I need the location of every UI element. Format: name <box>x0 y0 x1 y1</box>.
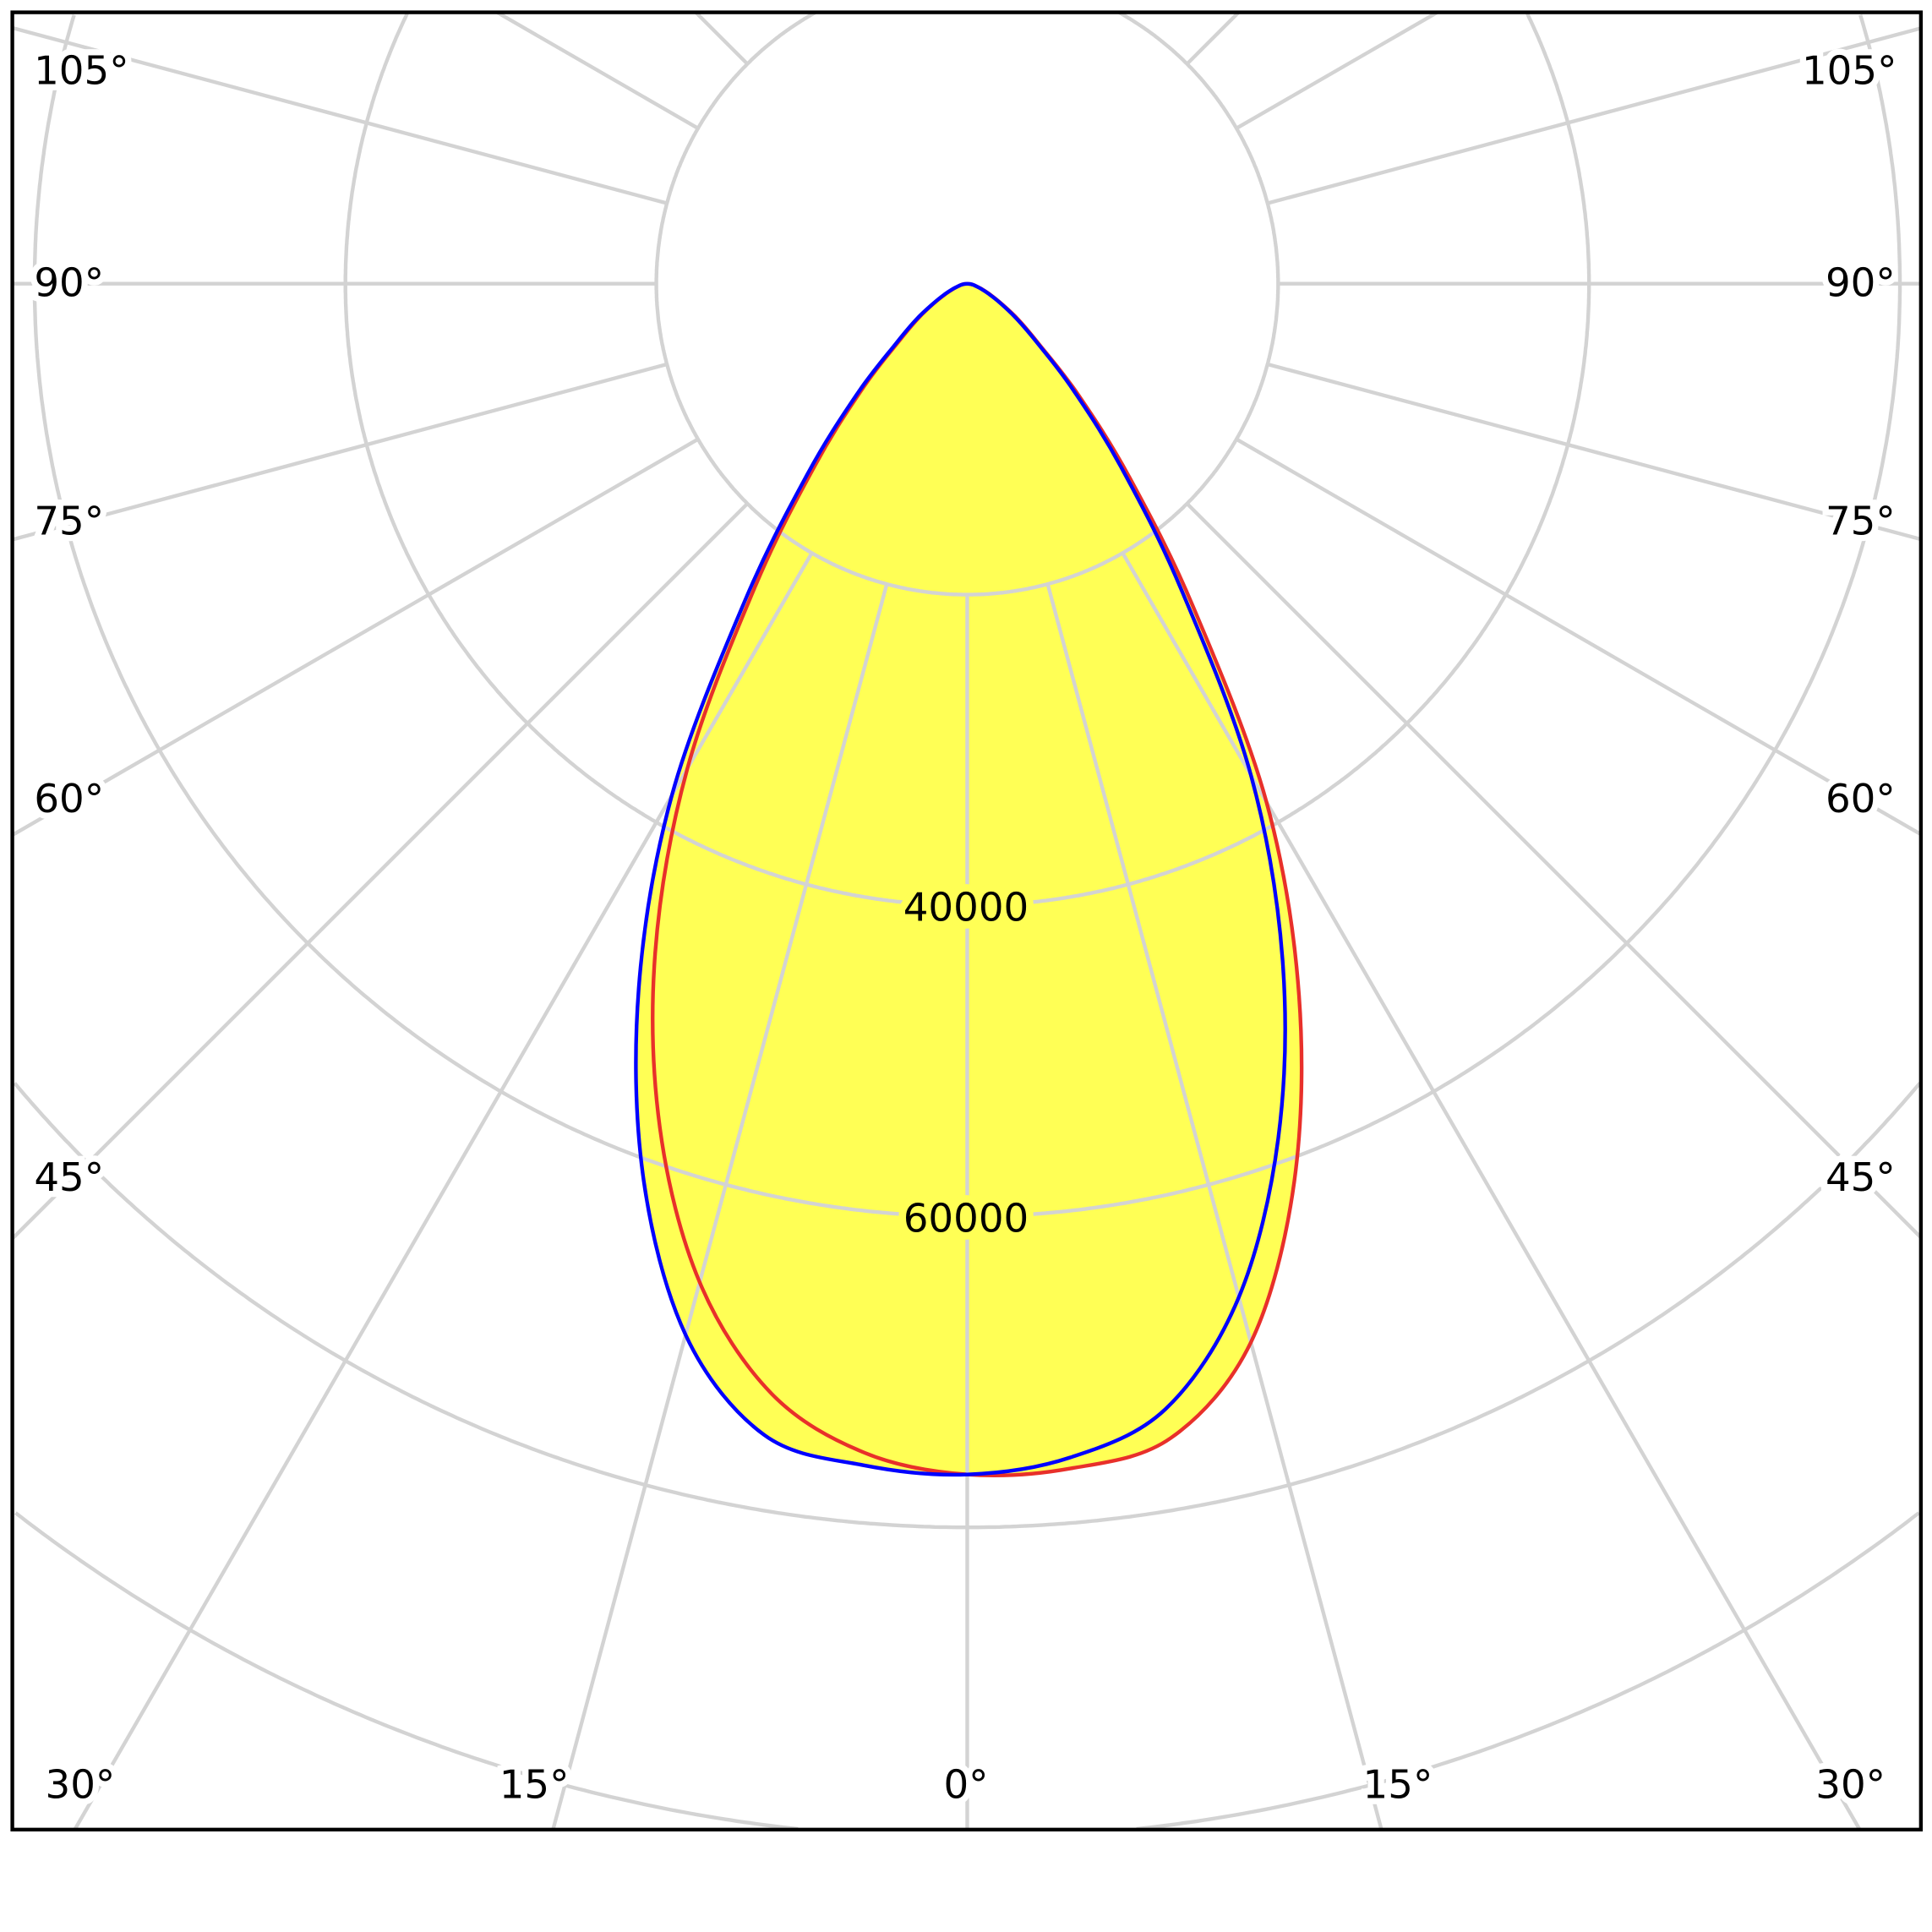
grid-spoke <box>12 25 668 205</box>
angle-label-bottom-15-right: 15° <box>1363 1762 1433 1808</box>
angle-label-right-45: 45° <box>1826 1155 1896 1201</box>
angle-label-left-90: 90° <box>34 261 104 307</box>
angle-label-bottom-15-left: 15° <box>499 1762 570 1808</box>
fill-area-1 <box>652 283 1302 1476</box>
grid-spoke <box>1121 552 1862 1830</box>
grid-spoke <box>694 12 749 66</box>
angle-label-bottom-30-left: 30° <box>45 1762 115 1808</box>
grid-spoke <box>12 437 699 837</box>
angle-label-left-60: 60° <box>34 777 104 822</box>
grid-ring <box>32 14 1902 1219</box>
angle-label-bottom-0: 0° <box>943 1762 988 1808</box>
grid-spoke <box>1045 583 1384 1830</box>
angle-label-left-45: 45° <box>34 1155 104 1201</box>
grid-spoke <box>496 12 699 130</box>
intensity-curves <box>634 281 1304 1478</box>
grid-spoke <box>1186 502 1921 1239</box>
angle-label-right-60: 60° <box>1826 777 1896 822</box>
plot-frame <box>10 10 1924 1832</box>
grid-spoke <box>1267 26 1921 205</box>
grid-spoke <box>12 502 749 1241</box>
polar-grid <box>12 12 1921 1830</box>
grid-spoke <box>1235 437 1921 837</box>
radial-label-40000: 40000 <box>903 885 1029 931</box>
grid-spoke <box>1235 12 1438 130</box>
angle-label-left-75: 75° <box>34 499 104 544</box>
grid-ring <box>654 12 1280 597</box>
angle-label-bottom-30-right: 30° <box>1815 1762 1886 1808</box>
grid-spoke <box>1186 12 1241 66</box>
grid-ring <box>343 13 1591 908</box>
angle-label-right-90: 90° <box>1826 261 1896 307</box>
grid-ring <box>14 1511 1920 1830</box>
angle-label-left-105: 105° <box>34 49 129 95</box>
grid-ring <box>13 1082 1921 1530</box>
angle-label-right-75: 75° <box>1826 499 1896 544</box>
radial-label-60000: 60000 <box>903 1196 1029 1242</box>
grid-spoke <box>12 362 668 542</box>
grid-spoke <box>551 583 889 1830</box>
angle-label-right-105: 105° <box>1802 49 1897 95</box>
intensity-curve-0 <box>634 281 1287 1477</box>
grid-spoke <box>1267 362 1921 542</box>
